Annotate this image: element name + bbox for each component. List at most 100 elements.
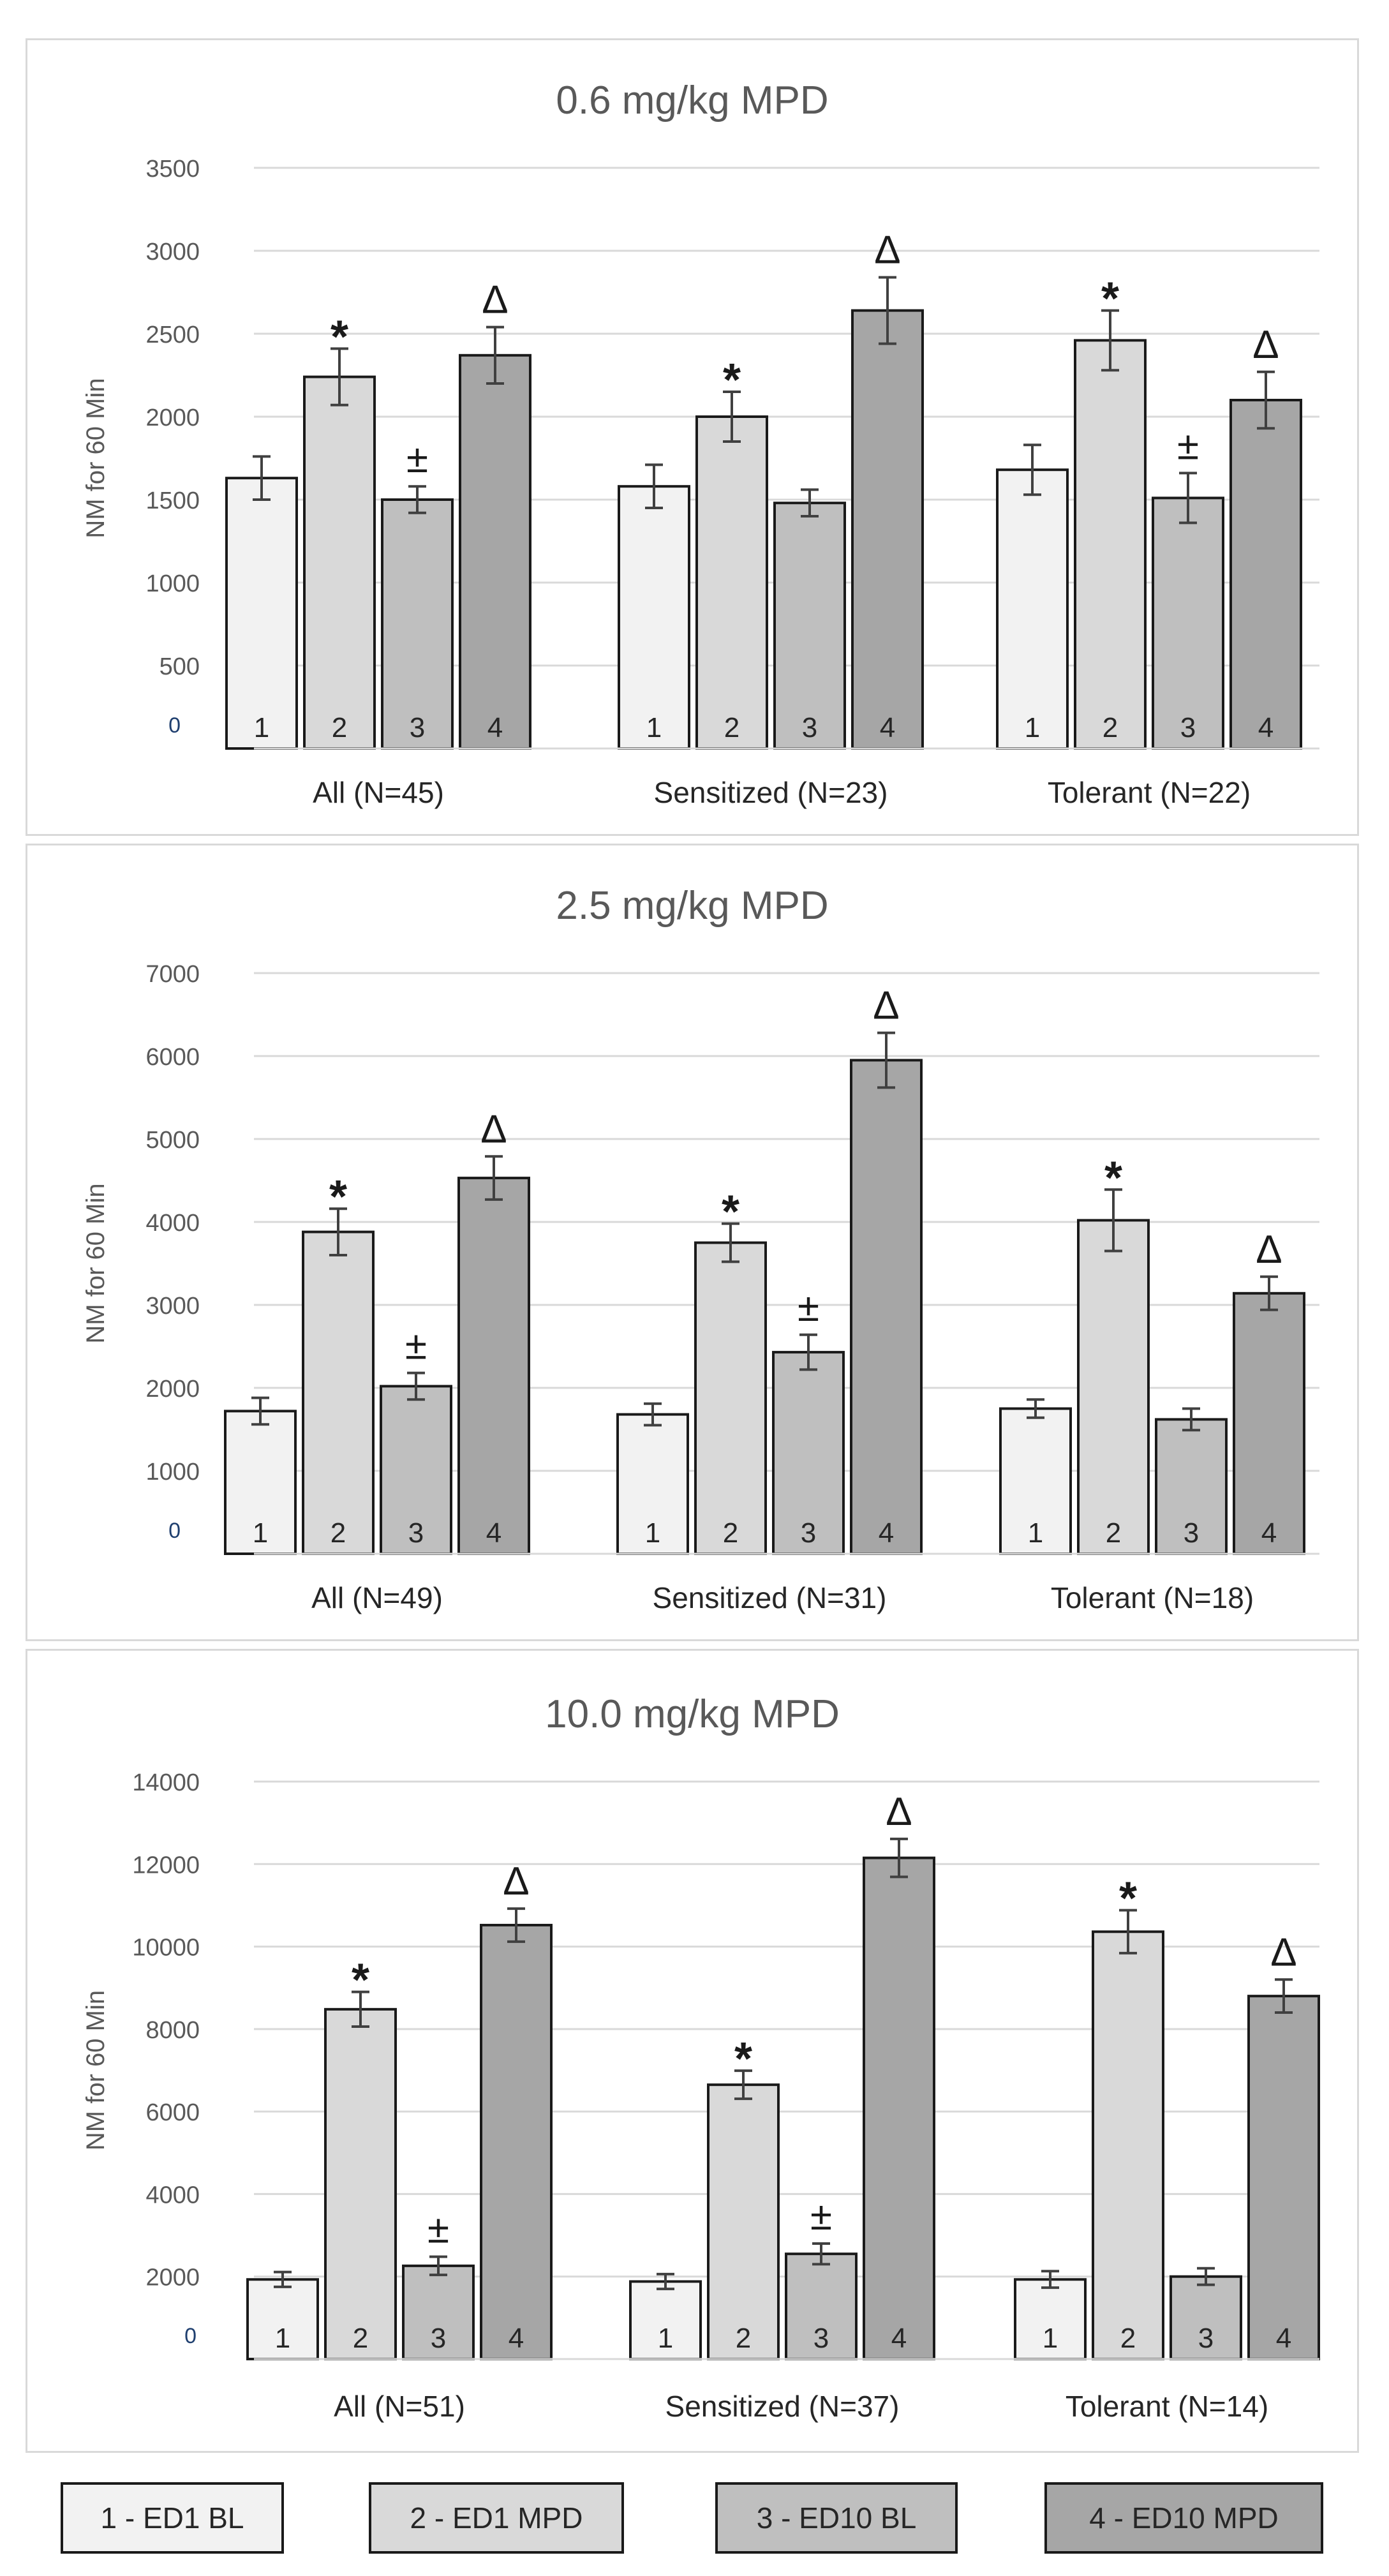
legend-label: 4 - ED10 MPD — [1089, 2501, 1279, 2535]
chart-10-0-mgkg: 10.0 mg/kg MPD 0 2000 4000 6000 8000 10000 1200… — [82, 1692, 1320, 2423]
significance-marker: Δ — [503, 1859, 529, 1903]
group-label: Sensitized (N=37) — [665, 2390, 900, 2423]
y-axis-label: NM for 60 Min — [82, 378, 110, 538]
bar-number-label: 4 — [487, 712, 503, 743]
y-tick-label: 0 — [168, 1519, 181, 1543]
bar-number-label: 3 — [431, 2323, 446, 2354]
bar-number-label: 3 — [1184, 1517, 1199, 1549]
bar — [772, 1351, 845, 1555]
significance-marker: Δ — [1252, 323, 1279, 367]
bar-number-label: 2 — [1120, 2323, 1136, 2354]
bar-number-label: 2 — [331, 1517, 346, 1549]
significance-marker: * — [352, 1955, 369, 2006]
legend-item-ed1-mpd: 2 - ED1 MPD — [369, 2482, 624, 2554]
significance-marker: * — [1104, 1152, 1122, 1203]
y-tick-label: 12000 — [132, 1852, 200, 1879]
bar — [480, 1923, 553, 2360]
bar-number-label: 4 — [509, 2323, 524, 2354]
bar — [863, 1856, 935, 2360]
significance-marker: * — [722, 1187, 739, 1238]
bar — [1229, 399, 1302, 750]
group-label: All (N=51) — [334, 2390, 465, 2423]
group-label: Sensitized (N=31) — [653, 1581, 887, 1614]
y-tick-label: 2000 — [145, 405, 200, 431]
legend-label: 1 - ED1 BL — [100, 2501, 244, 2535]
bar — [457, 1177, 530, 1555]
bar — [629, 2280, 702, 2361]
bar — [1092, 1930, 1164, 2360]
bar-number-label: 3 — [802, 712, 817, 743]
y-tick-label: 0 — [168, 713, 181, 738]
bar-number-label: 3 — [813, 2323, 829, 2354]
y-tick-label: 4000 — [145, 1210, 200, 1237]
y-tick-label: 3500 — [145, 156, 200, 182]
bar — [850, 1059, 923, 1555]
bar-number-label: 2 — [1106, 1517, 1121, 1549]
y-tick-label: 6000 — [145, 2099, 200, 2126]
y-tick-label: 3000 — [145, 1293, 200, 1320]
bar — [1074, 339, 1147, 750]
significance-marker: Δ — [482, 278, 508, 322]
bar — [225, 477, 298, 750]
bar — [324, 2007, 397, 2360]
significance-marker: Δ — [873, 984, 899, 1028]
bar-number-label: 4 — [1258, 712, 1274, 743]
bar-number-label: 4 — [891, 2323, 907, 2354]
chart-0-6-mgkg: 0.6 mg/kg MPD 0 500 1000 1500 2000 2500 3000 350… — [82, 78, 1319, 809]
significance-marker: Δ — [480, 1107, 507, 1151]
y-axis-label: NM for 60 Min — [82, 1183, 110, 1343]
significance-marker: Δ — [874, 228, 900, 272]
legend-item-ed10-mpd: 4 - ED10 MPD — [1044, 2482, 1323, 2554]
bar — [302, 1230, 375, 1555]
bar-number-label: 1 — [1028, 1517, 1043, 1549]
significance-marker: Δ — [886, 1790, 912, 1834]
significance-marker: * — [331, 311, 348, 362]
bar-number-label: 3 — [408, 1517, 424, 1549]
significance-marker: ± — [1177, 424, 1199, 468]
chart-title: 2.5 mg/kg MPD — [556, 884, 828, 928]
bar-number-label: 1 — [658, 2323, 673, 2354]
y-tick-label: 2000 — [145, 1376, 200, 1403]
legend-label: 3 - ED10 BL — [756, 2501, 917, 2535]
significance-marker: Δ — [1256, 1228, 1282, 1272]
y-tick-label: 2500 — [145, 322, 200, 348]
bar — [459, 354, 531, 750]
bar-number-label: 1 — [253, 1517, 268, 1549]
bar-number-label: 4 — [879, 1517, 894, 1549]
y-tick-label: 2000 — [145, 2265, 200, 2291]
group-label: Tolerant (N=14) — [1066, 2390, 1268, 2423]
significance-marker: * — [1119, 1873, 1137, 1925]
bar-number-label: 2 — [332, 712, 347, 743]
bar — [618, 485, 690, 750]
y-tick-label: 8000 — [145, 2017, 200, 2044]
y-axis-label: NM for 60 Min — [82, 1990, 110, 2150]
legend-item-ed1-bl: 1 - ED1 BL — [61, 2482, 284, 2554]
bar-number-label: 1 — [1025, 712, 1040, 743]
bar-number-label: 4 — [1261, 1517, 1277, 1549]
chart-panel-0-6: 0.6 mg/kg MPD 0 500 1000 1500 2000 2500 3000 350… — [26, 38, 1359, 836]
y-tick-label: 7000 — [145, 961, 200, 988]
chart-title: 0.6 mg/kg MPD — [556, 78, 828, 123]
y-tick-label: 1000 — [145, 570, 200, 597]
y-tick-label: 5000 — [145, 1127, 200, 1154]
bar-number-label: 4 — [1276, 2323, 1291, 2354]
bar — [1170, 2275, 1242, 2361]
group-label: Tolerant (N=18) — [1051, 1581, 1254, 1614]
bar-number-label: 1 — [646, 712, 662, 743]
bar — [996, 468, 1069, 750]
bar-number-label: 2 — [723, 1517, 738, 1549]
bar-number-label: 2 — [353, 2323, 368, 2354]
bar — [381, 498, 454, 750]
group-label: Tolerant (N=22) — [1048, 776, 1251, 809]
bar-number-label: 1 — [1043, 2323, 1058, 2354]
bar-number-label: 2 — [736, 2323, 751, 2354]
significance-marker: * — [723, 355, 741, 406]
legend-label: 2 - ED1 MPD — [410, 2501, 583, 2535]
legend-item-ed10-bl: 3 - ED10 BL — [715, 2482, 958, 2554]
significance-marker: * — [329, 1172, 347, 1223]
bar — [402, 2264, 475, 2361]
bar — [1247, 1995, 1320, 2360]
group-label: Sensitized (N=23) — [654, 776, 888, 809]
bar — [1152, 496, 1224, 750]
bar — [380, 1385, 452, 1556]
